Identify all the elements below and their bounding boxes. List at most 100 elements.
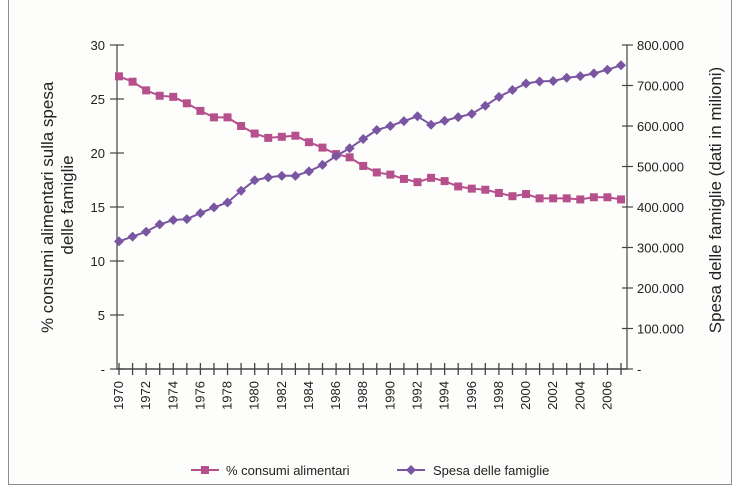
x-axis-tick-label: 1998 (491, 381, 506, 410)
data-point (603, 193, 612, 202)
x-axis-tick-label: 1994 (437, 381, 452, 410)
data-point (303, 166, 314, 177)
x-axis-tick-label: 1984 (301, 381, 316, 410)
data-point (304, 138, 313, 147)
right-axis: - 100.000 200.000 300.000 400.000 500.000 600.… (622, 38, 684, 377)
data-point (427, 173, 436, 182)
left-axis-title-line-1: % consumi alimentari sulla spesa (38, 81, 57, 333)
x-axis-tick-label: 2002 (545, 381, 560, 410)
left-axis-tick-label: 20 (91, 146, 105, 161)
data-point (562, 194, 571, 203)
data-point (616, 60, 626, 71)
data-point (181, 214, 192, 225)
data-point (208, 202, 219, 213)
data-point (344, 143, 355, 154)
data-point (440, 177, 449, 186)
data-point (127, 231, 138, 242)
data-point (223, 113, 232, 122)
series-layer (114, 60, 626, 247)
data-point (222, 197, 233, 208)
x-axis-tick-label: 1996 (464, 381, 479, 410)
left-axis-tick-label: 30 (91, 38, 105, 53)
data-point (588, 68, 599, 79)
data-point (128, 77, 137, 86)
data-point (142, 86, 151, 95)
x-axis-tick-label: 1976 (192, 381, 207, 410)
data-point (535, 194, 544, 203)
data-point (439, 115, 450, 126)
right-axis-tick-label: - (637, 362, 641, 377)
x-axis-tick-label: 1972 (138, 381, 153, 410)
left-axis-tick-label: 15 (91, 200, 105, 215)
data-point (602, 64, 613, 75)
left-axis-title: % consumi alimentari sulla spesa delle f… (38, 77, 77, 333)
right-axis-tick-label: 500.000 (637, 160, 684, 175)
data-point (561, 72, 572, 83)
data-point (493, 91, 504, 102)
data-point (534, 76, 545, 87)
x-axis-tick-label: 1982 (274, 381, 289, 410)
data-point (141, 226, 152, 237)
x-axis-tick-label: 1990 (382, 381, 397, 410)
chart: - 5 10 15 20 25 30 - 100.000 200.000 300.000 400.0… (38, 38, 725, 478)
data-point (522, 190, 531, 199)
data-point (250, 129, 259, 138)
data-point (318, 143, 327, 152)
data-point (276, 170, 287, 181)
data-point (290, 170, 301, 181)
series-spesa-famiglie (114, 60, 626, 247)
data-point (236, 185, 247, 196)
right-axis-tick-label: 600.000 (637, 119, 684, 134)
data-point (196, 106, 205, 115)
data-point (372, 168, 381, 177)
data-point (494, 188, 503, 197)
legend-item: % consumi alimentari (191, 463, 350, 478)
series-line (118, 64, 622, 243)
data-point (358, 133, 369, 144)
data-point (168, 214, 179, 225)
data-point (385, 121, 396, 131)
x-axis-tick-label: 2000 (518, 381, 533, 410)
x-axis-tick-label: 1986 (328, 381, 343, 410)
data-point (398, 116, 409, 127)
data-point (453, 112, 464, 123)
x-axis-tick-label: 1970 (111, 381, 126, 410)
data-point (549, 194, 558, 203)
x-axis-tick-label: 2006 (599, 381, 614, 410)
x-axis-tick-label: 1978 (220, 381, 235, 410)
x-axis-tick-label: 1980 (247, 381, 262, 410)
data-point (480, 100, 491, 111)
right-axis-tick-label: 300.000 (637, 241, 684, 256)
data-point (264, 133, 273, 142)
left-axis-tick-label: 5 (98, 308, 105, 323)
data-point (317, 159, 328, 170)
chart-frame: - 5 10 15 20 25 30 - 100.000 200.000 300.000 400.0… (8, 0, 732, 485)
data-point (386, 170, 395, 179)
data-point (576, 195, 585, 204)
right-axis-tick-label: 100.000 (637, 322, 684, 337)
data-point (481, 185, 490, 194)
x-axis-tick-label: 1988 (355, 381, 370, 410)
data-point (209, 113, 218, 122)
data-point (466, 108, 477, 119)
series-consumi-alimentari (115, 72, 625, 204)
right-axis-tick-label: 200.000 (637, 281, 684, 296)
data-point (263, 172, 274, 183)
series-line (118, 75, 622, 201)
legend: % consumi alimentari Spesa delle famiglie (191, 463, 549, 478)
left-axis-tick-label: 25 (91, 92, 105, 107)
data-point (169, 92, 178, 101)
right-axis-title: Spesa delle famiglie (dati in milioni) (706, 67, 725, 333)
data-point (277, 132, 286, 141)
left-axis-title-line-2: delle famiglie (58, 155, 77, 254)
data-point (114, 236, 124, 247)
legend-label: Spesa delle famiglie (433, 463, 549, 478)
data-point (507, 84, 518, 95)
data-point (413, 178, 422, 187)
left-axis-tick-label: 10 (91, 254, 105, 269)
data-point (589, 193, 598, 202)
legend-item: Spesa delle famiglie (397, 463, 549, 478)
data-point (426, 119, 437, 130)
data-point (359, 161, 368, 170)
x-axis-tick-label: 2004 (572, 381, 587, 410)
